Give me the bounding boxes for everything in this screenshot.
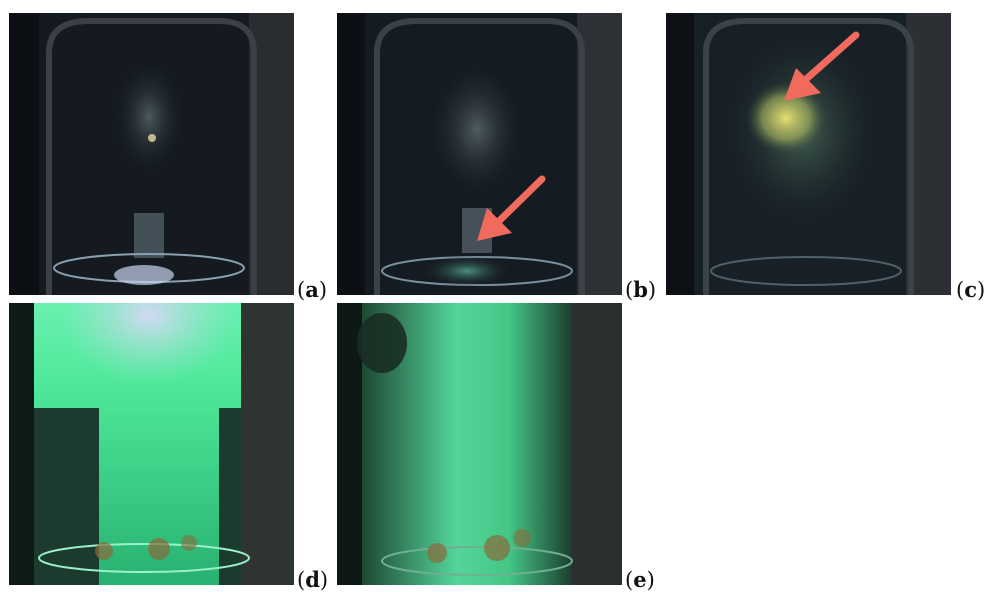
panel-label-a: (a) bbox=[297, 279, 327, 301]
panel-label-b: (b) bbox=[625, 279, 656, 301]
label-paren-close: ) bbox=[319, 568, 329, 592]
discharge-tube-photo-b bbox=[337, 13, 622, 295]
label-letter: b bbox=[633, 277, 648, 302]
label-paren-open: ( bbox=[297, 278, 306, 302]
label-paren-close: ) bbox=[318, 278, 328, 302]
label-paren-close: ) bbox=[647, 278, 657, 302]
panel-label-e: (e) bbox=[625, 569, 655, 591]
label-paren-open: ( bbox=[297, 568, 306, 592]
photo-panel-d bbox=[9, 303, 294, 585]
panel-label-d: (d) bbox=[297, 569, 328, 591]
discharge-tube-photo-e bbox=[337, 303, 622, 585]
label-letter: c bbox=[964, 277, 977, 302]
label-paren-open: ( bbox=[625, 278, 634, 302]
label-letter: e bbox=[633, 567, 647, 592]
arrow-icon bbox=[784, 31, 860, 101]
photo-panel-c bbox=[666, 13, 951, 295]
arrow-icon bbox=[477, 175, 546, 241]
photo-panel-e bbox=[337, 303, 622, 585]
discharge-tube-photo-a bbox=[9, 13, 294, 295]
label-paren-close: ) bbox=[646, 568, 655, 592]
label-letter: a bbox=[305, 277, 319, 302]
label-letter: d bbox=[305, 567, 320, 592]
discharge-tube-photo-d bbox=[9, 303, 294, 585]
panel-label-c: (c) bbox=[956, 279, 985, 301]
label-paren-open: ( bbox=[956, 278, 965, 302]
label-paren-close: ) bbox=[977, 278, 985, 302]
photo-panel-a bbox=[9, 13, 294, 295]
discharge-tube-photo-c bbox=[666, 13, 951, 295]
photo-panel-b bbox=[337, 13, 622, 295]
label-paren-open: ( bbox=[625, 568, 634, 592]
